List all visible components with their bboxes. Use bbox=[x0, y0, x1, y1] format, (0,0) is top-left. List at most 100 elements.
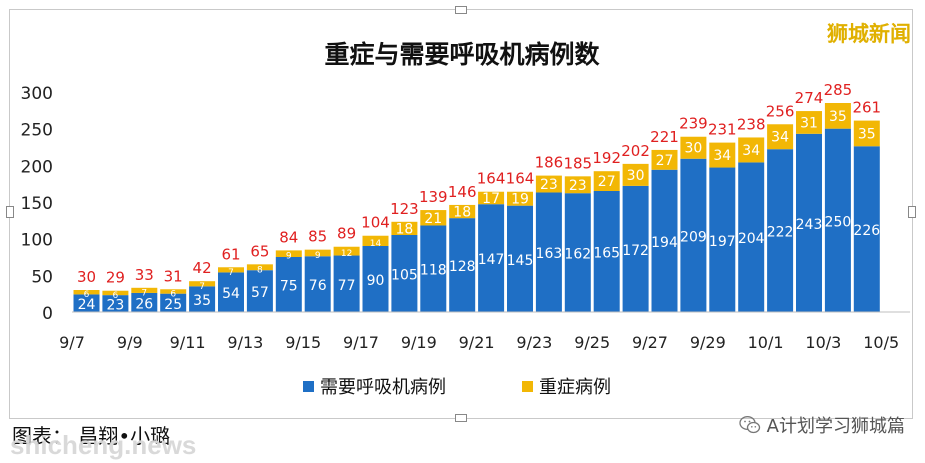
bar-severe bbox=[651, 149, 678, 170]
bar-ventilator bbox=[709, 167, 736, 312]
data-label-ventilator: 128 bbox=[449, 259, 476, 275]
bar-ventilator bbox=[507, 205, 533, 312]
bar-severe bbox=[160, 289, 187, 294]
x-tick-label: 9/23 bbox=[516, 333, 552, 352]
resize-handle-right[interactable] bbox=[908, 206, 916, 218]
data-label-severe: 7 bbox=[228, 268, 234, 278]
bar-ventilator bbox=[478, 204, 505, 312]
data-label-ventilator: 243 bbox=[796, 217, 823, 233]
data-label-total: 231 bbox=[708, 121, 737, 139]
data-label-severe: 30 bbox=[627, 168, 645, 184]
data-label-total: 238 bbox=[737, 115, 766, 133]
bar-ventilator bbox=[651, 169, 678, 312]
bar-ventilator bbox=[275, 257, 302, 312]
data-label-total: 139 bbox=[419, 188, 448, 206]
data-label-severe: 6 bbox=[84, 290, 90, 300]
bar-severe bbox=[622, 163, 649, 186]
resize-handle-bottom[interactable] bbox=[455, 414, 467, 422]
bar-severe bbox=[73, 290, 100, 295]
data-label-total: 185 bbox=[563, 154, 592, 172]
data-label-total: 65 bbox=[250, 242, 269, 260]
bar-severe bbox=[333, 246, 360, 256]
data-label-total: 192 bbox=[592, 149, 621, 167]
bar-ventilator bbox=[391, 235, 418, 312]
data-label-ventilator: 145 bbox=[507, 253, 534, 269]
chart-credit: 图表： 昌翔•小璐 bbox=[12, 424, 171, 448]
bar-severe bbox=[189, 281, 216, 287]
data-label-severe: 19 bbox=[511, 192, 529, 208]
data-label-total: 84 bbox=[279, 228, 298, 246]
bar-ventilator bbox=[333, 255, 360, 312]
bar-severe bbox=[680, 136, 707, 159]
data-label-ventilator: 209 bbox=[680, 229, 707, 245]
data-label-total: 186 bbox=[535, 154, 564, 172]
x-tick-label: 10/1 bbox=[748, 333, 784, 352]
bar-ventilator bbox=[160, 293, 187, 312]
data-label-ventilator: 23 bbox=[106, 298, 124, 314]
bar-severe bbox=[246, 264, 273, 271]
y-tick-label: 50 bbox=[31, 267, 53, 287]
bar-ventilator bbox=[738, 162, 765, 312]
data-label-total: 164 bbox=[506, 170, 535, 188]
x-tick-label: 9/11 bbox=[170, 333, 206, 352]
data-label-severe: 30 bbox=[684, 141, 702, 157]
data-label-total: 164 bbox=[477, 170, 506, 188]
data-label-total: 202 bbox=[621, 142, 650, 160]
bar-ventilator bbox=[622, 185, 649, 312]
data-label-severe: 23 bbox=[540, 177, 558, 193]
data-label-ventilator: 77 bbox=[338, 278, 356, 294]
data-label-total: 274 bbox=[795, 89, 824, 107]
account-attribution: A计划学习狮城篇 bbox=[739, 412, 905, 438]
bar-ventilator bbox=[246, 270, 273, 312]
bar-severe bbox=[507, 191, 533, 206]
x-tick-label: 9/7 bbox=[59, 333, 85, 352]
data-label-ventilator: 226 bbox=[853, 223, 880, 239]
data-label-total: 29 bbox=[106, 269, 125, 287]
data-label-severe: 34 bbox=[771, 130, 789, 146]
bar-ventilator bbox=[73, 294, 100, 312]
data-label-total: 261 bbox=[852, 99, 881, 117]
bar-ventilator bbox=[449, 218, 476, 312]
account-name: A计划学习狮城篇 bbox=[766, 416, 905, 437]
legend-swatch-severe bbox=[522, 381, 533, 392]
data-label-total: 89 bbox=[337, 225, 356, 243]
data-label-ventilator: 147 bbox=[478, 252, 505, 268]
data-label-ventilator: 165 bbox=[593, 246, 620, 262]
resize-handle-top[interactable] bbox=[455, 6, 467, 14]
data-label-ventilator: 105 bbox=[391, 268, 418, 284]
data-label-total: 239 bbox=[679, 115, 708, 133]
data-label-ventilator: 24 bbox=[78, 297, 96, 313]
bar-severe bbox=[796, 111, 822, 134]
wechat-icon bbox=[739, 416, 760, 434]
bar-severe bbox=[478, 191, 505, 205]
bar-severe bbox=[131, 287, 158, 293]
y-tick-label: 0 bbox=[42, 304, 53, 324]
bar-severe bbox=[102, 290, 129, 296]
bar-severe bbox=[564, 176, 591, 194]
x-tick-label: 9/13 bbox=[227, 333, 263, 352]
data-label-ventilator: 76 bbox=[309, 278, 327, 294]
data-label-severe: 17 bbox=[482, 191, 500, 207]
data-label-total: 61 bbox=[221, 245, 240, 263]
x-tick-label: 9/21 bbox=[459, 333, 495, 352]
bar-severe bbox=[767, 124, 794, 150]
x-tick-label: 10/3 bbox=[805, 333, 841, 352]
brand-logo-text: 狮城新闻 bbox=[827, 22, 911, 46]
data-label-total: 123 bbox=[390, 200, 419, 218]
x-tick-label: 9/27 bbox=[632, 333, 668, 352]
bar-severe bbox=[738, 137, 765, 163]
bar-ventilator bbox=[824, 128, 851, 312]
resize-handle-left[interactable] bbox=[6, 206, 14, 218]
data-label-ventilator: 204 bbox=[738, 231, 765, 247]
y-tick-label: 150 bbox=[21, 194, 53, 214]
x-tick-label: 9/29 bbox=[690, 333, 726, 352]
data-label-ventilator: 118 bbox=[420, 263, 447, 279]
data-label-ventilator: 75 bbox=[280, 279, 298, 295]
data-label-ventilator: 57 bbox=[251, 285, 269, 301]
chart-title: 重症与需要呼吸机病例数 bbox=[324, 40, 600, 69]
data-label-ventilator: 35 bbox=[193, 293, 211, 309]
bar-severe bbox=[275, 250, 302, 257]
data-label-severe: 18 bbox=[395, 221, 413, 237]
data-label-ventilator: 26 bbox=[135, 296, 153, 312]
data-label-severe: 27 bbox=[598, 174, 616, 190]
